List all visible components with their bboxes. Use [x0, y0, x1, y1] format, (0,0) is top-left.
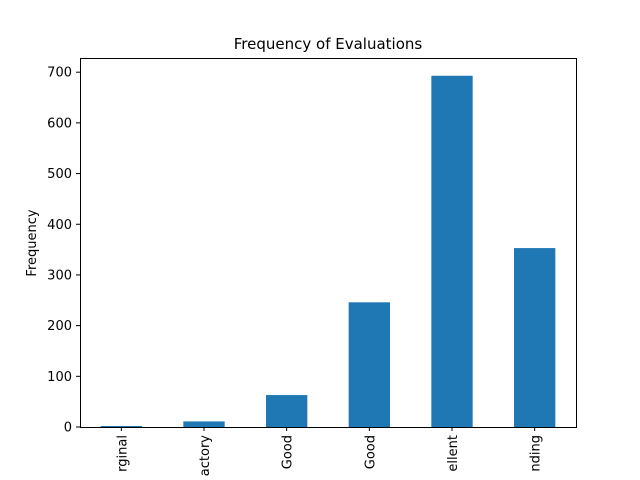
- bars: [100, 75, 556, 427]
- bar: [266, 395, 308, 427]
- y-tick-label: 700: [47, 66, 72, 81]
- x-tick-label: ellent: [446, 435, 461, 472]
- y-tick-label: 0: [64, 421, 72, 436]
- bar: [431, 75, 473, 427]
- x-tick-label: Good: [363, 435, 378, 469]
- y-tick-label: 300: [47, 268, 72, 283]
- y-tick-label: 200: [47, 319, 72, 334]
- y-axis-ticks: 0 100 200 300 400 500 600 700: [47, 66, 80, 436]
- y-tick-label: 100: [47, 370, 72, 385]
- y-axis-label: Frequency: [25, 209, 40, 276]
- bar: [348, 302, 390, 427]
- bar: [183, 421, 225, 427]
- plot-frame: [80, 58, 577, 428]
- chart-title: Frequency of Evaluations: [234, 35, 423, 53]
- y-tick-label: 600: [47, 116, 72, 131]
- x-axis-ticks: rginal actory Good Good ellent nding: [115, 427, 544, 477]
- bar: [100, 425, 142, 427]
- y-tick-label: 400: [47, 218, 72, 233]
- x-tick-label: actory: [198, 435, 213, 477]
- x-tick-label: Good: [281, 435, 296, 469]
- x-tick-label: nding: [529, 435, 544, 472]
- y-tick-label: 500: [47, 167, 72, 182]
- x-tick-label: rginal: [115, 435, 130, 472]
- bar: [514, 248, 556, 427]
